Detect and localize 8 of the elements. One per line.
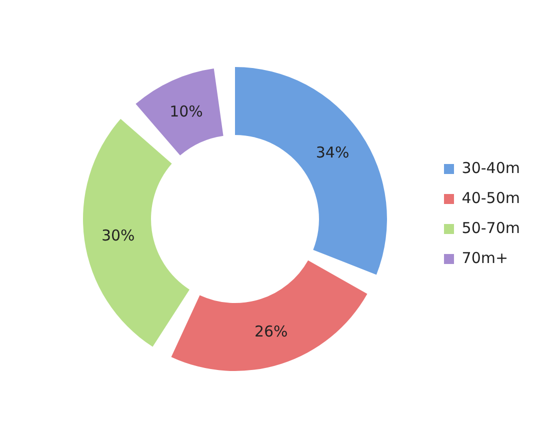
legend-label: 70m+ xyxy=(462,249,508,267)
legend-label: 30-40m xyxy=(462,159,520,177)
data-label: 26% xyxy=(254,322,288,340)
data-label: 34% xyxy=(316,144,350,162)
data-label: 10% xyxy=(170,102,203,121)
legend-label: 40-50m xyxy=(462,189,520,207)
data-label: 30% xyxy=(101,226,135,244)
legend-label: 50-70m xyxy=(462,219,520,237)
